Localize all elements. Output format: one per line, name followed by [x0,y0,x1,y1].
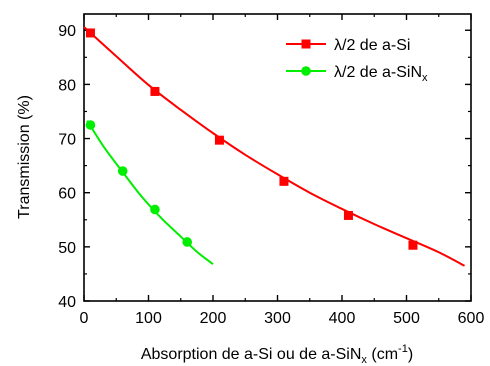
y-tick-label: 40 [58,294,76,311]
data-point [182,237,192,247]
data-point [408,240,418,250]
y-tick-labels: 40 50 60 70 80 90 [58,23,76,311]
x-tick-label: 200 [200,310,227,327]
axis-ticks [83,14,472,302]
x-tick-label: 0 [80,310,89,327]
legend-item: λ/2 de a-SiNx [286,64,428,84]
x-axis-label: Absorption de a-Si ou de a-SiNx (cm-1) [141,343,413,366]
series-line [86,120,214,265]
data-point [150,86,160,96]
legend-label: λ/2 de a-SiNx [334,64,428,84]
y-tick-label: 50 [58,240,76,257]
x-tick-label: 100 [135,310,162,327]
data-point [85,120,96,130]
x-tick-label: 600 [458,310,485,327]
x-tick-label: 300 [264,310,291,327]
x-tick-label: 500 [393,310,420,327]
legend-marker [301,39,311,49]
series-layer [83,26,466,267]
x-tick-labels: 0 100 200 300 400 500 600 [80,310,485,327]
x-tick-label: 400 [329,310,356,327]
y-tick-label: 90 [58,23,76,40]
y-tick-label: 60 [58,186,76,203]
data-point [214,135,224,145]
y-tick-label: 80 [58,77,76,94]
legend: λ/2 de a-Si λ/2 de a-SiNx [286,37,428,84]
data-point [85,28,95,38]
legend-item: λ/2 de a-Si [286,37,410,54]
y-axis-label: Transmission (%) [16,95,33,219]
series-2 [85,120,214,265]
data-point [150,204,160,215]
y-tick-label: 70 [58,132,76,149]
data-point [343,210,353,220]
series-line [83,26,466,267]
data-point [279,176,289,186]
plot-frame [83,13,472,302]
series-1 [83,26,466,267]
legend-marker [301,66,311,76]
data-point [117,166,128,176]
legend-label: λ/2 de a-Si [334,37,410,54]
